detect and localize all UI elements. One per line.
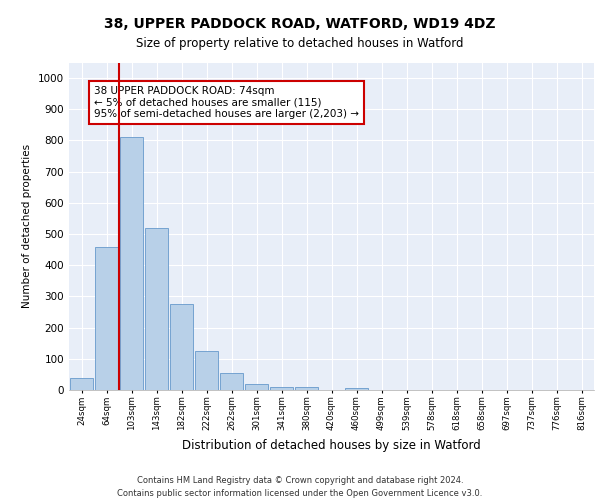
Y-axis label: Number of detached properties: Number of detached properties	[22, 144, 32, 308]
Text: Contains public sector information licensed under the Open Government Licence v3: Contains public sector information licen…	[118, 489, 482, 498]
Text: 38, UPPER PADDOCK ROAD, WATFORD, WD19 4DZ: 38, UPPER PADDOCK ROAD, WATFORD, WD19 4D…	[104, 18, 496, 32]
Bar	[119, 138, 143, 390]
Text: 38 UPPER PADDOCK ROAD: 74sqm
← 5% of detached houses are smaller (115)
95% of se: 38 UPPER PADDOCK ROAD: 74sqm ← 5% of det…	[94, 86, 359, 119]
Bar	[95, 246, 118, 390]
Bar	[194, 351, 218, 390]
X-axis label: Distribution of detached houses by size in Watford: Distribution of detached houses by size …	[182, 439, 481, 452]
Bar	[145, 228, 169, 390]
Text: Contains HM Land Registry data © Crown copyright and database right 2024.: Contains HM Land Registry data © Crown c…	[137, 476, 463, 485]
Bar	[245, 384, 268, 390]
Bar	[70, 378, 94, 390]
Bar	[295, 387, 319, 390]
Bar	[220, 373, 244, 390]
Text: Size of property relative to detached houses in Watford: Size of property relative to detached ho…	[136, 38, 464, 51]
Bar	[170, 304, 193, 390]
Bar	[269, 387, 293, 390]
Bar	[344, 388, 368, 390]
